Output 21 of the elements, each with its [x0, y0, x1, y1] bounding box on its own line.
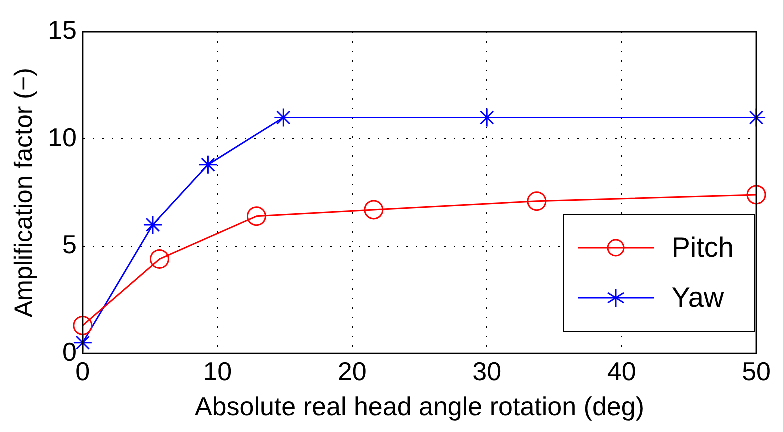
x-tick-label: 10 — [203, 356, 232, 386]
point — [198, 155, 218, 175]
point — [364, 200, 384, 220]
y-axis-title: Amplification factor (−) — [10, 68, 38, 318]
y-tick-label: 5 — [62, 230, 77, 260]
point — [150, 250, 170, 270]
x-axis-title: Absolute real head angle rotation (deg) — [194, 392, 644, 422]
point — [246, 206, 266, 226]
x-tick-label: 30 — [472, 356, 502, 386]
y-tick-label: 10 — [48, 122, 77, 152]
point — [527, 192, 547, 212]
point — [73, 316, 93, 336]
y-tick-label: 0 — [62, 336, 77, 367]
point — [143, 215, 163, 235]
x-tick-label: 50 — [742, 356, 771, 386]
legend-label: Yaw — [672, 282, 724, 314]
legend-label: Pitch — [672, 232, 734, 264]
x-tick-label: 20 — [338, 356, 367, 386]
x-tick-label: 40 — [607, 356, 636, 386]
y-tick-label: 15 — [48, 15, 77, 46]
point — [746, 185, 766, 205]
